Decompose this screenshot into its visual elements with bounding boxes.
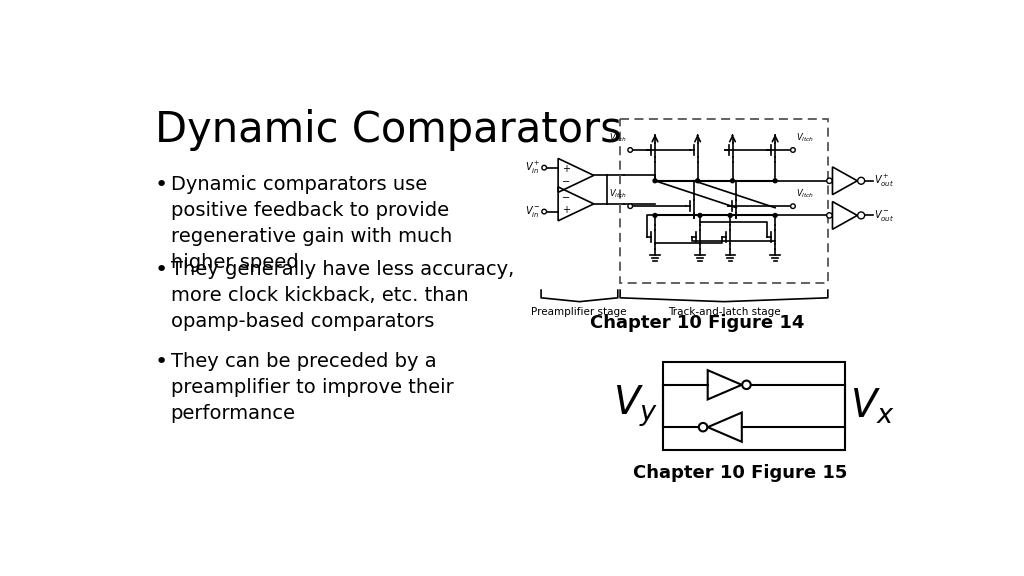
Text: $V_{in}^-$: $V_{in}^-$ [525, 204, 541, 219]
Text: $V_y$: $V_y$ [613, 383, 658, 429]
Text: Dynamic comparators use
positive feedback to provide
regenerative gain with much: Dynamic comparators use positive feedbac… [171, 175, 452, 272]
Circle shape [773, 179, 777, 183]
Text: $V_{in}^+$: $V_{in}^+$ [525, 160, 541, 176]
Text: −: − [562, 176, 570, 187]
Circle shape [826, 213, 833, 218]
Circle shape [542, 165, 547, 170]
Text: Track-and-latch stage: Track-and-latch stage [668, 307, 780, 317]
Text: $V_{out}^+$: $V_{out}^+$ [874, 173, 894, 189]
Circle shape [653, 179, 657, 183]
Circle shape [698, 423, 708, 431]
Text: $V_{ltch}$: $V_{ltch}$ [609, 131, 627, 144]
Circle shape [858, 212, 864, 219]
Text: $V_{ltch}$: $V_{ltch}$ [796, 131, 814, 144]
Text: They generally have less accuracy,
more clock kickback, etc. than
opamp-based co: They generally have less accuracy, more … [171, 260, 514, 331]
Text: •: • [155, 353, 168, 373]
Circle shape [742, 381, 751, 389]
Text: $V_{ltch}$: $V_{ltch}$ [796, 188, 814, 200]
Circle shape [791, 204, 796, 209]
Text: Chapter 10 Figure 15: Chapter 10 Figure 15 [633, 464, 848, 482]
Text: $V_{ltch}$: $V_{ltch}$ [609, 188, 627, 200]
Text: Chapter 10 Figure 14: Chapter 10 Figure 14 [591, 314, 805, 332]
Circle shape [653, 214, 657, 217]
Text: •: • [155, 175, 168, 195]
Bar [663, 362, 845, 450]
Text: $V_{out}^-$: $V_{out}^-$ [874, 208, 894, 223]
Text: •: • [155, 260, 168, 280]
Text: Dynamic Comparators: Dynamic Comparators [155, 109, 622, 151]
Circle shape [628, 204, 633, 209]
Circle shape [791, 147, 796, 152]
Circle shape [542, 209, 547, 214]
Circle shape [628, 147, 633, 152]
Text: Preamplifier stage: Preamplifier stage [531, 307, 627, 317]
Text: $V_x$: $V_x$ [850, 386, 895, 426]
Circle shape [695, 179, 699, 183]
Circle shape [698, 214, 701, 217]
Text: They can be preceded by a
preamplifier to improve their
performance: They can be preceded by a preamplifier t… [171, 353, 454, 423]
Text: +: + [562, 164, 570, 174]
Bar [621, 119, 827, 283]
Circle shape [730, 179, 734, 183]
Text: +: + [562, 205, 570, 215]
Circle shape [858, 177, 864, 184]
Circle shape [728, 214, 732, 217]
Circle shape [773, 214, 777, 217]
Text: −: − [562, 193, 570, 203]
Circle shape [826, 178, 833, 184]
